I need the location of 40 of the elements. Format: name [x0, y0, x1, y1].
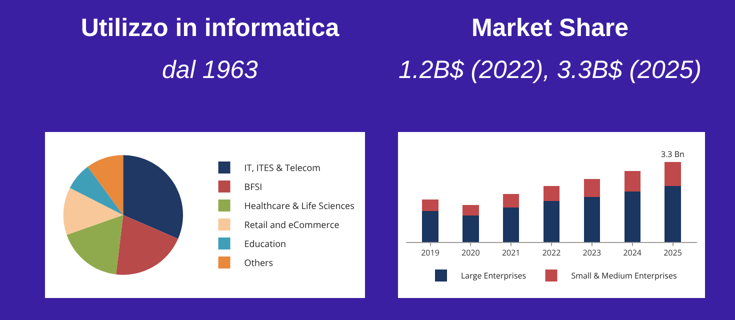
- bar: [462, 205, 479, 216]
- bar: [624, 170, 640, 192]
- x-tick-label: 2023: [582, 248, 602, 259]
- legend-label: Retail and eCommerce: [244, 218, 340, 232]
- chart-subtitle: 1.2B$ (2022), 3.3B$ (2025): [398, 56, 702, 85]
- bar: [462, 216, 479, 242]
- legend-label: IT, ITES & Telecom: [244, 161, 320, 174]
- pie-slice: [123, 155, 183, 239]
- x-tick-label: 2024: [623, 248, 642, 259]
- chart-title: Utilizzo in informatica: [80, 14, 340, 43]
- bar: [503, 208, 520, 242]
- legend-label: Others: [244, 256, 274, 270]
- x-tick-label: 2025: [664, 248, 682, 259]
- bar: [584, 178, 600, 198]
- bar: [664, 186, 681, 242]
- legend-label: Small & Medium Enterprises: [571, 270, 677, 282]
- bar: [422, 200, 438, 211]
- x-tick-label: 2020: [462, 248, 480, 259]
- pie-slice: [70, 166, 124, 215]
- pie-slice: [66, 215, 124, 274]
- legend-label: BFSI: [244, 180, 262, 194]
- bar: [624, 192, 640, 242]
- x-tick-label: 2021: [502, 248, 520, 259]
- chart-subtitle: dal 1963: [161, 56, 259, 85]
- pie-slice: [63, 188, 124, 235]
- bar: [543, 201, 560, 242]
- pie-slice: [116, 215, 178, 275]
- bar: [584, 197, 600, 242]
- pie-slice: [88, 155, 124, 215]
- legend-label: Education: [244, 237, 286, 250]
- bar: [543, 186, 560, 202]
- bar: [503, 194, 520, 208]
- x-tick-label: 2022: [542, 248, 562, 259]
- chart-title: Market Share: [470, 14, 630, 43]
- x-tick-label: 2019: [421, 248, 440, 259]
- legend-label: Large Enterprises: [461, 270, 526, 282]
- bar: [664, 162, 681, 186]
- annotation: 3.3 Bn: [661, 149, 684, 160]
- bar: [422, 210, 438, 242]
- legend-label: Healthcare & Life Sciences: [244, 199, 354, 212]
